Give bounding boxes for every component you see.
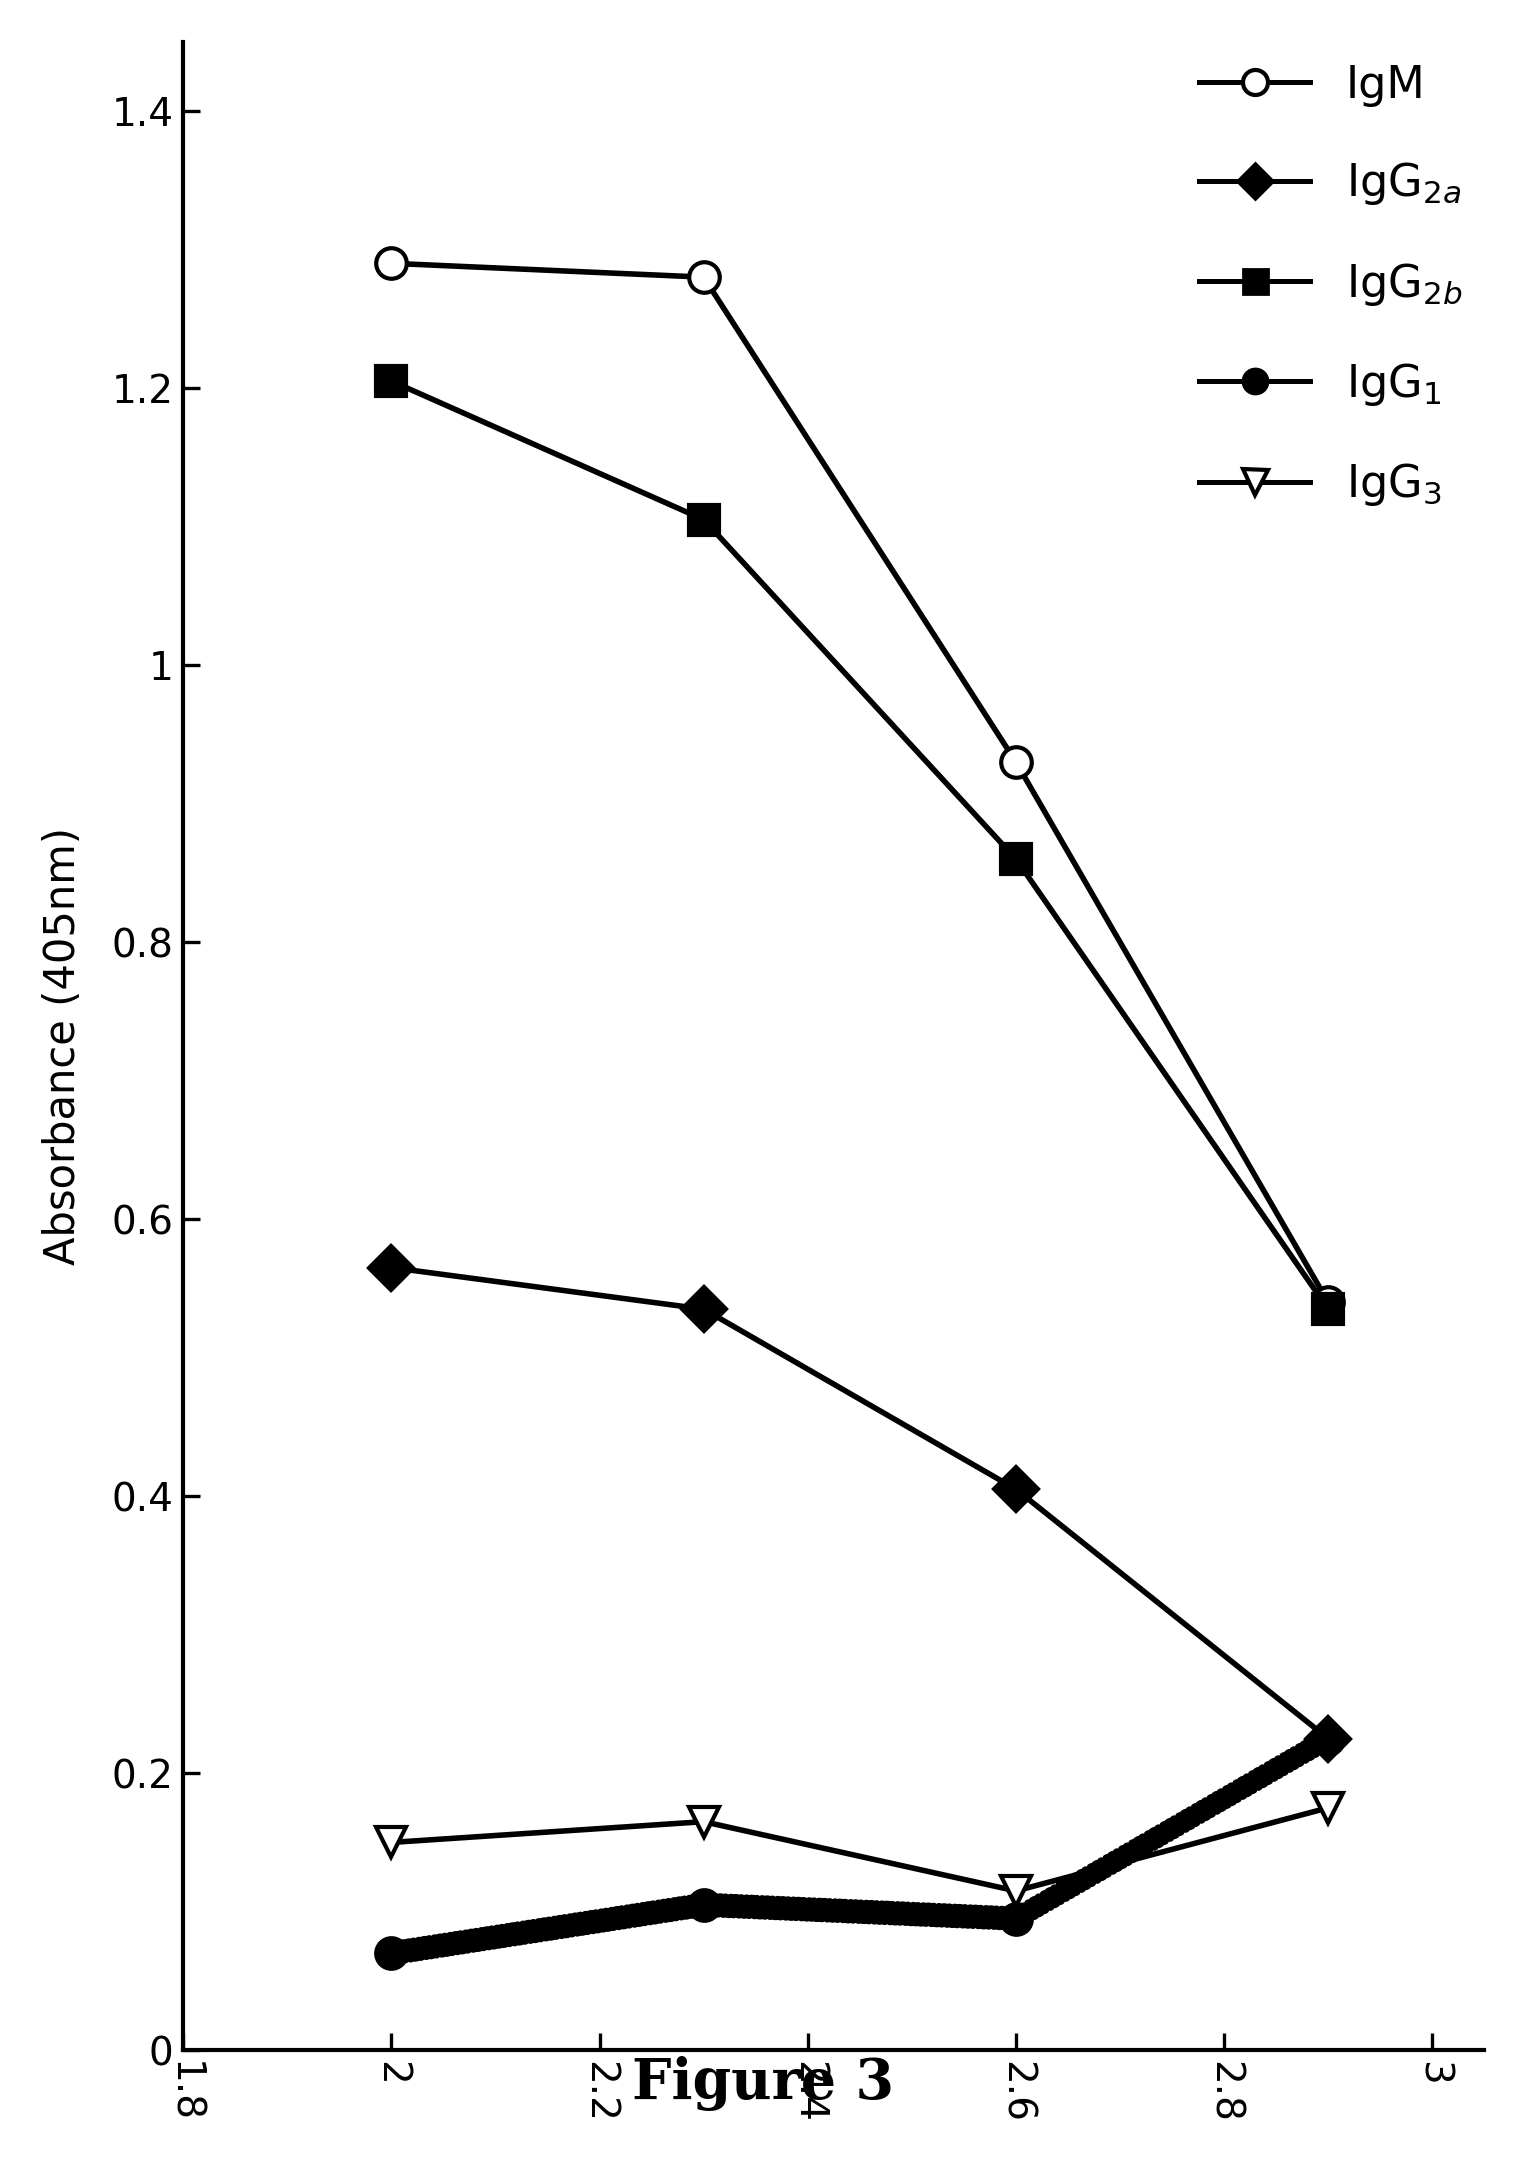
Y-axis label: Absorbance (405nm): Absorbance (405nm) <box>41 827 84 1264</box>
Legend: IgM, IgG$_{2a}$, IgG$_{2b}$, IgG$_1$, IgG$_3$: IgM, IgG$_{2a}$, IgG$_{2b}$, IgG$_1$, Ig… <box>1199 65 1462 509</box>
Text: Figure 3: Figure 3 <box>632 2057 894 2111</box>
